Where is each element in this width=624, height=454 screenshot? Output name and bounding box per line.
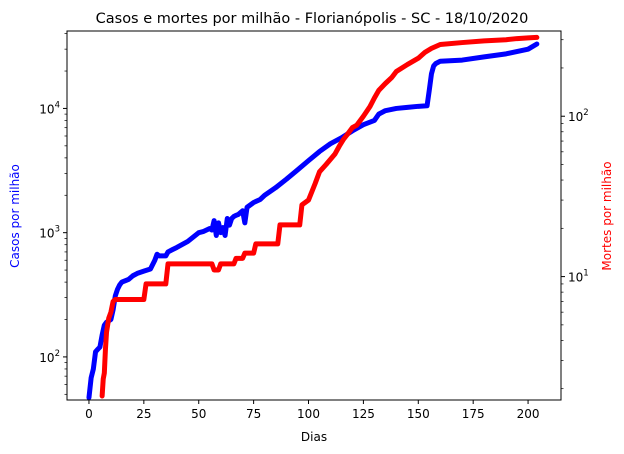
x-tick-label: 25: [136, 407, 151, 421]
y-left-tick-label: 103: [39, 225, 60, 241]
y-axis-left: 102 103 104: [39, 33, 67, 395]
x-tick-label: 75: [246, 407, 261, 421]
y-axis-right-label: Mortes por milhão: [600, 161, 614, 270]
x-tick-label: 150: [407, 407, 430, 421]
chart-title: Casos e mortes por milhão - Florianópoli…: [96, 11, 529, 27]
y-axis-right: 101 102: [561, 39, 589, 390]
plot-frame: [66, 30, 562, 401]
x-tick-label: 200: [517, 407, 540, 421]
x-tick-label: 100: [297, 407, 320, 421]
series-layer: [86, 34, 540, 400]
x-axis: 0 25 50 75 100 125 150 175 200: [85, 400, 540, 421]
x-tick-label: 125: [352, 407, 375, 421]
cases-series-line: [86, 41, 540, 400]
y-left-tick-label: 102: [39, 349, 60, 365]
y-left-tick-label: 104: [39, 100, 60, 116]
y-axis-left-label: Casos por milhão: [8, 164, 22, 268]
x-tick-label: 175: [462, 407, 485, 421]
x-axis-label: Dias: [301, 430, 327, 444]
x-tick-label: 50: [191, 407, 206, 421]
y-right-tick-label: 101: [568, 269, 589, 285]
deaths-series-line: [99, 34, 540, 399]
y-right-tick-label: 102: [568, 108, 589, 124]
x-tick-label: 0: [85, 407, 93, 421]
